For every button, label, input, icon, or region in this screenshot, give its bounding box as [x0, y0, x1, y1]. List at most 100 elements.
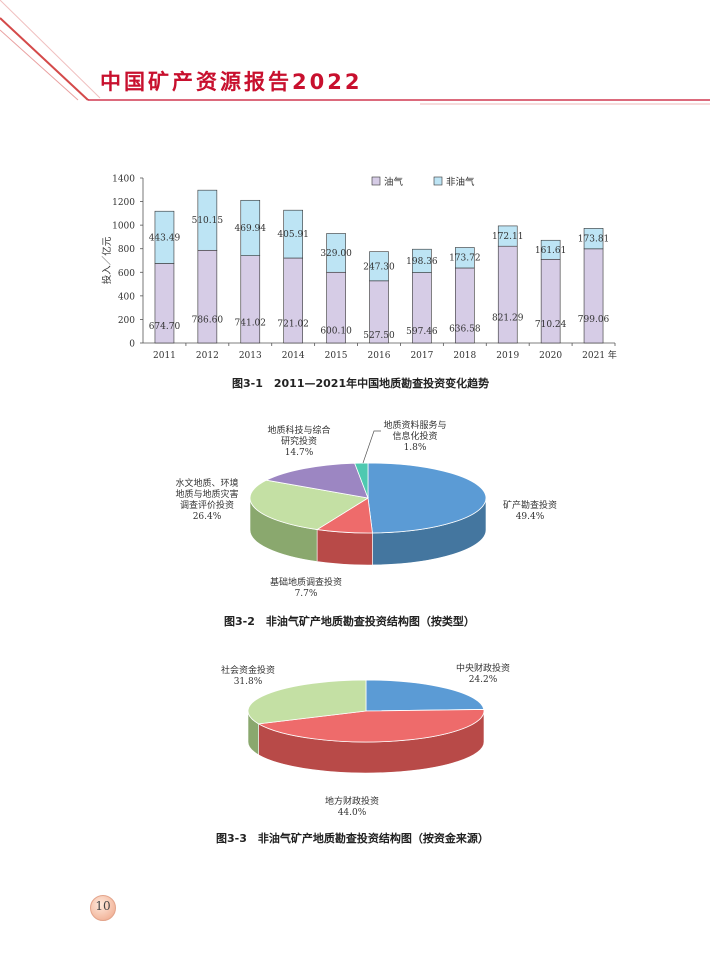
y-tick-label: 1000	[112, 222, 135, 232]
data-label: 799.06	[578, 315, 610, 325]
header-decoration	[0, 0, 710, 105]
bar-segment-oil-gas	[540, 258, 561, 344]
data-label: 741.02	[235, 318, 267, 328]
data-label: 710.24	[535, 320, 567, 330]
x-tick-label: 2021 年	[582, 349, 617, 361]
data-label: 443.49	[149, 233, 181, 243]
data-label: 600.10	[320, 327, 352, 337]
data-label: 247.30	[363, 262, 395, 272]
bar-segment-non-oil-gas	[540, 239, 561, 260]
bar-segment-oil-gas	[283, 257, 303, 344]
y-tick-label: 600	[118, 269, 135, 279]
slice-label: 地质与地质灾害	[175, 488, 238, 500]
bar-segment-oil-gas	[240, 255, 261, 344]
report-title: 中国矿产资源报告2022	[100, 70, 363, 94]
y-tick-label: 400	[118, 292, 135, 302]
y-tick-label: 1400	[112, 175, 135, 185]
data-label: 510.15	[192, 216, 224, 226]
x-tick-label: 2011	[153, 351, 176, 361]
slice-percent: 31.8%	[234, 677, 263, 687]
bar-segment-oil-gas	[583, 248, 604, 344]
data-label: 636.58	[449, 324, 481, 334]
legend-swatch	[433, 176, 443, 186]
slice-percent: 26.4%	[193, 512, 222, 522]
data-label: 597.46	[406, 327, 438, 337]
bar-segment-non-oil-gas	[154, 210, 175, 264]
y-axis-label: 投入／亿元	[101, 236, 113, 284]
x-tick-label: 2016	[368, 351, 391, 361]
bar-segment-non-oil-gas	[326, 233, 346, 273]
page-number: 10	[95, 899, 111, 913]
legend-label: 非油气	[446, 176, 475, 188]
bar-segment-non-oil-gas	[369, 251, 389, 282]
slice-percent: 24.2%	[469, 675, 498, 685]
y-tick-label: 800	[118, 245, 135, 255]
data-label: 527.50	[363, 331, 395, 341]
pie-side	[316, 529, 373, 566]
y-tick-label: 0	[129, 340, 135, 350]
bar-segment-non-oil-gas	[197, 189, 218, 251]
pie-slice	[265, 462, 369, 499]
x-tick-label: 2012	[196, 351, 219, 361]
slice-label: 信息化投资	[392, 430, 437, 442]
bar-segment-non-oil-gas	[497, 225, 518, 247]
bar-segment-non-oil-gas	[240, 199, 261, 256]
slice-percent: 1.8%	[404, 443, 427, 453]
slice-label: 地方财政投资	[325, 795, 379, 807]
pie-slice	[367, 462, 487, 534]
pie-slice	[365, 679, 485, 712]
slice-label: 地质科技与综合	[267, 424, 330, 436]
pie-slice	[249, 479, 370, 530]
bar-segment-oil-gas	[197, 249, 218, 344]
data-label: 821.29	[492, 314, 524, 324]
bar-segment-non-oil-gas	[583, 228, 604, 250]
data-label: 173.81	[578, 235, 610, 245]
data-label: 674.70	[149, 322, 181, 332]
x-tick-label: 2015	[325, 351, 348, 361]
slice-label: 水文地质、环境	[175, 477, 238, 489]
data-label: 172.11	[492, 232, 524, 242]
slice-percent: 7.7%	[295, 589, 318, 599]
y-tick-label: 200	[118, 316, 135, 326]
bar-segment-non-oil-gas	[455, 247, 475, 269]
data-label: 721.02	[277, 320, 309, 330]
figure-caption-1: 图3-1 2011—2021年中国地质勘查投资变化趋势	[232, 377, 490, 390]
data-label: 161.61	[535, 246, 567, 256]
bar-segment-oil-gas	[497, 245, 518, 344]
data-label: 198.36	[406, 257, 438, 267]
x-tick-label: 2017	[410, 351, 433, 361]
x-tick-label: 2019	[496, 351, 519, 361]
slice-percent: 44.0%	[338, 808, 367, 818]
x-tick-label: 2018	[453, 351, 476, 361]
slice-label: 地质资料服务与	[383, 419, 446, 431]
slice-percent: 14.7%	[285, 448, 314, 458]
data-label: 405.91	[277, 230, 309, 240]
page-number-badge	[90, 895, 116, 921]
data-label: 173.72	[449, 254, 481, 264]
slice-label: 基础地质调查投资	[270, 576, 342, 588]
pie-slice	[354, 462, 369, 499]
y-tick-label: 1200	[112, 198, 135, 208]
pie-slice	[247, 679, 367, 725]
data-label: 469.94	[235, 224, 267, 234]
figure-caption-3: 图3-3 非油气矿产地质勘查投资结构图（按资金来源）	[216, 832, 489, 845]
x-tick-label: 2020	[539, 351, 562, 361]
slice-label: 调查评价投资	[180, 499, 234, 511]
slice-percent: 49.4%	[516, 512, 545, 522]
slice-label: 矿产勘查投资	[503, 499, 557, 511]
slice-label: 研究投资	[281, 435, 317, 447]
data-label: 786.60	[192, 316, 224, 326]
leader-line	[362, 430, 381, 464]
data-label: 329.00	[320, 249, 352, 259]
stacked-bar-chart: 0 200 400 600 800 1000 1200 1400 投入／亿元 674.70 443.…	[101, 175, 617, 362]
x-tick-label: 2014	[282, 351, 305, 361]
legend-swatch	[371, 176, 381, 186]
bar-segment-non-oil-gas	[412, 248, 432, 273]
x-tick-label: 2013	[239, 351, 262, 361]
pie-slice	[257, 709, 485, 743]
legend-label: 油气	[384, 176, 404, 188]
slice-label: 中央财政投资	[456, 662, 510, 674]
slice-label: 社会资金投资	[221, 664, 275, 676]
